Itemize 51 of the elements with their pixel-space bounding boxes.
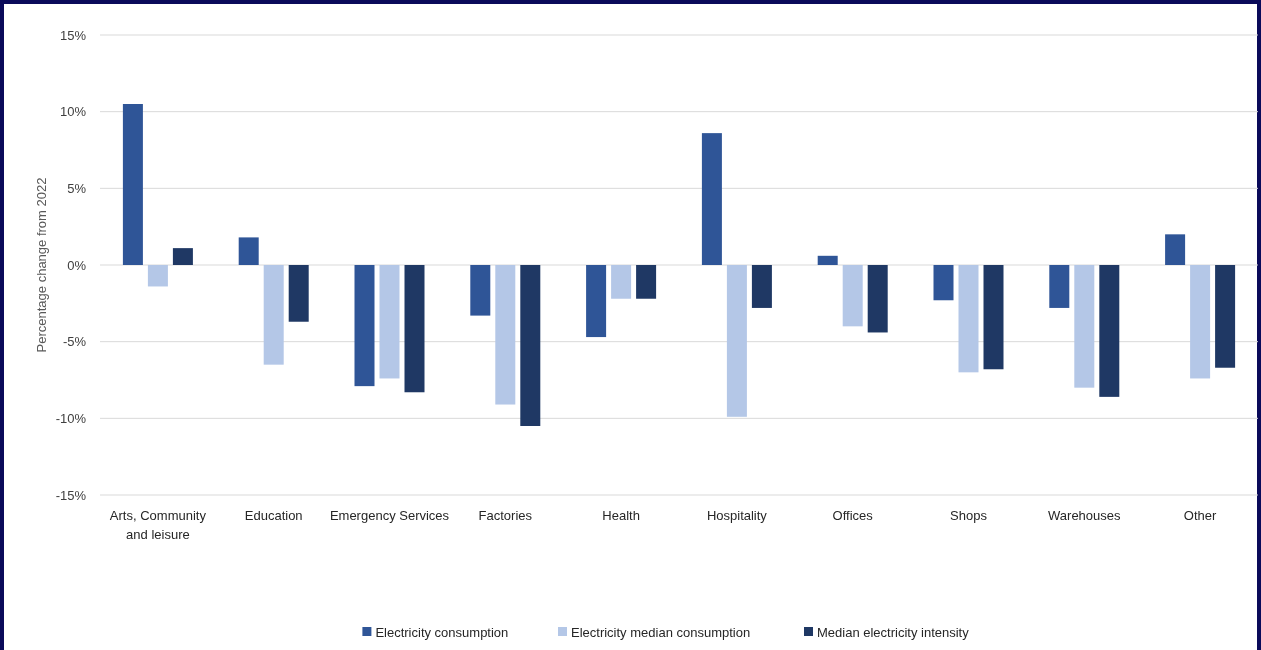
bar: [520, 265, 541, 426]
y-tick-label: 0%: [67, 257, 87, 273]
bar: [172, 248, 193, 265]
bar: [636, 265, 657, 299]
bar: [701, 133, 722, 265]
x-tick-label: Other: [1183, 508, 1218, 523]
bar: [288, 265, 309, 322]
x-tick-label: Education: [244, 508, 303, 523]
bar: [1049, 265, 1070, 308]
bar: [751, 265, 772, 308]
bar: [147, 265, 168, 287]
bar: [238, 237, 259, 265]
bar: [1215, 265, 1236, 368]
bar: [1074, 265, 1095, 388]
x-tick-label: Health: [602, 508, 640, 523]
bar: [1099, 265, 1120, 397]
bar: [586, 265, 607, 338]
y-tick-label: 5%: [67, 180, 87, 196]
x-tick-label: Offices: [832, 508, 874, 523]
bar: [611, 265, 632, 299]
bar: [958, 265, 979, 373]
bar: [404, 265, 425, 393]
y-tick-label: -15%: [55, 487, 87, 503]
bar: [867, 265, 888, 333]
x-tick-label: Emergency Services: [329, 508, 450, 523]
y-tick-label: -5%: [62, 334, 87, 350]
bar: [983, 265, 1004, 370]
y-tick-label: 15%: [59, 27, 87, 43]
bar: [495, 265, 516, 405]
legend-label: Electricity consumption: [375, 624, 509, 640]
x-tick-label: Shops: [950, 508, 988, 523]
bar: [470, 265, 491, 316]
bar: [122, 104, 143, 265]
y-axis-title: Percentage change from 2022: [34, 177, 49, 353]
legend-label: Electricity median consumption: [571, 624, 751, 640]
bar: [379, 265, 400, 379]
y-tick-label: -10%: [55, 410, 87, 426]
y-tick-label: 10%: [59, 104, 87, 120]
bar: [933, 265, 954, 301]
bar: [354, 265, 375, 387]
bar: [726, 265, 747, 417]
x-tick-label: Factories: [478, 508, 533, 523]
bar: [1165, 234, 1186, 265]
bar: [842, 265, 863, 327]
x-tick-label: Arts, Community and leisure: [109, 508, 207, 542]
bar: [1190, 265, 1211, 379]
x-tick-label: Hospitality: [706, 508, 768, 523]
bar: [817, 255, 838, 265]
x-tick-label: Warehouses: [1048, 508, 1122, 523]
bar: [263, 265, 284, 365]
legend-label: Median electricity intensity: [817, 624, 970, 640]
